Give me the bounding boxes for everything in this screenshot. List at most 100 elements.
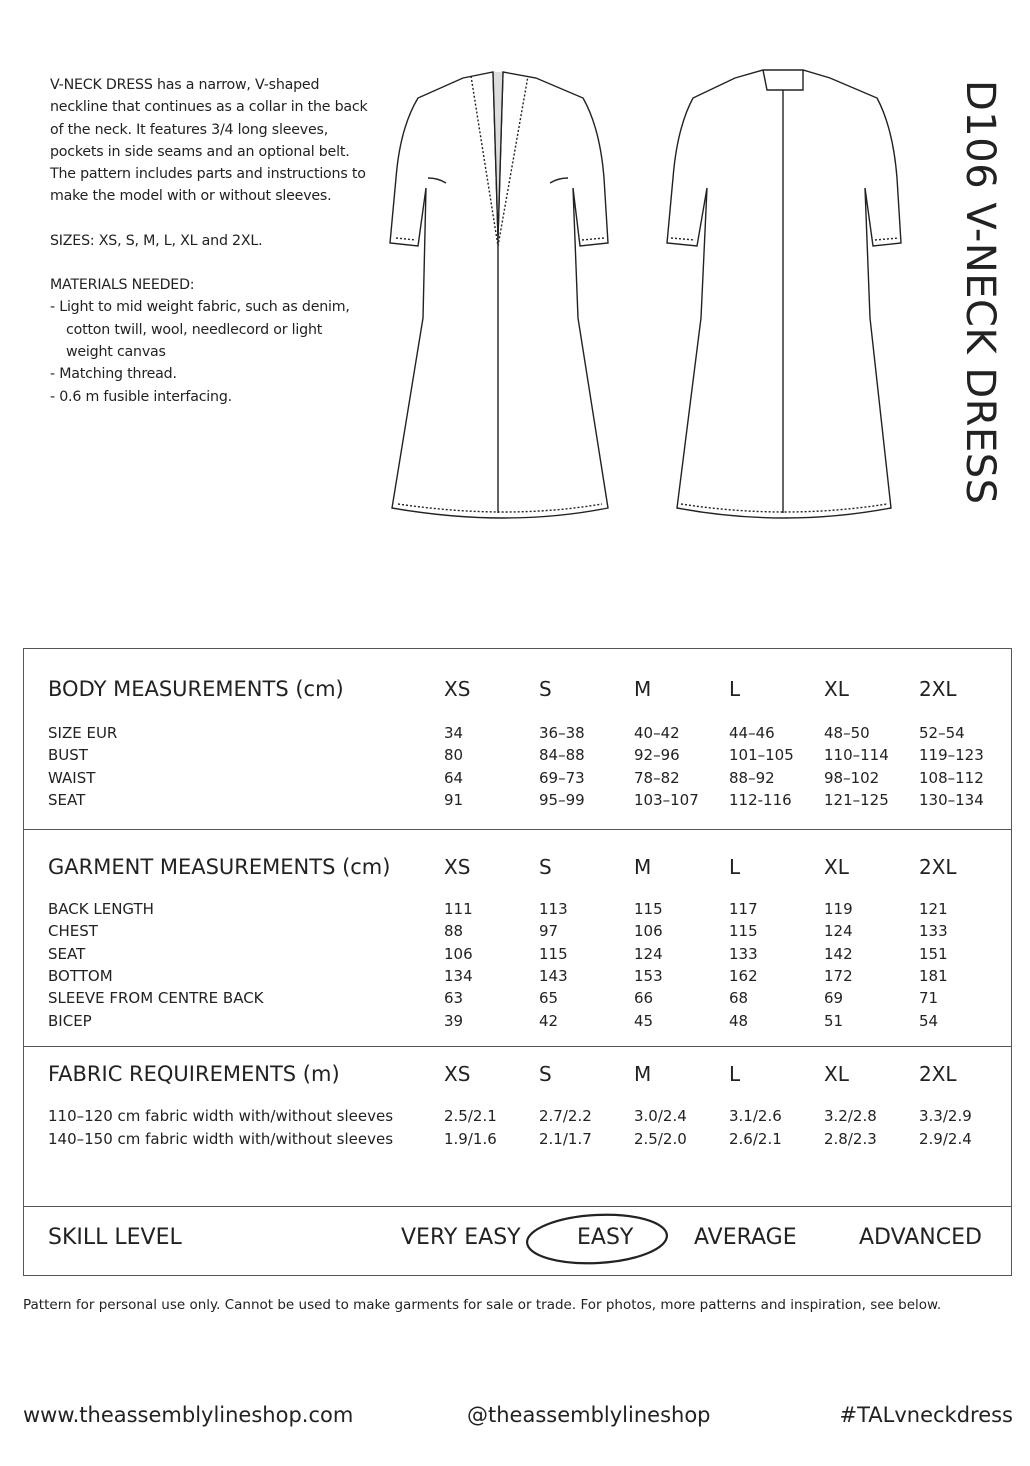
usage-note: Pattern for personal use only. Cannot be… xyxy=(23,1297,942,1313)
skill-advanced: ADVANCED xyxy=(859,1225,982,1250)
table-cell: 162 xyxy=(729,966,758,985)
table-cell: 153 xyxy=(634,966,663,985)
table-section: GARMENT MEASUREMENTS (cm) XS S M L XL 2XL BACK … xyxy=(24,829,1011,1047)
table-cell: 39 xyxy=(444,1011,464,1030)
table-cell: 68 xyxy=(729,989,749,1008)
material-item: 0.6 m fusible interfacing. xyxy=(50,386,370,408)
row-label: BUST xyxy=(48,746,88,765)
size-column-header: L xyxy=(729,677,741,701)
table-cell: 95–99 xyxy=(539,790,585,809)
table-cell: 54 xyxy=(919,1011,939,1030)
table-cell: 121 xyxy=(919,900,948,918)
skill-easy: EASY xyxy=(577,1225,634,1250)
table-cell: 130–134 xyxy=(919,790,984,809)
table-cell: 98–102 xyxy=(824,768,880,787)
table-cell: 117 xyxy=(729,900,758,918)
table-cell: 63 xyxy=(444,989,464,1008)
table-cell: 97 xyxy=(539,922,559,941)
skill-level-label: SKILL LEVEL xyxy=(48,1225,182,1250)
table-cell: 69 xyxy=(824,989,844,1008)
table-cell: 65 xyxy=(539,989,559,1008)
table-cell: 124 xyxy=(634,944,663,963)
table-cell: 1.9/1.6 xyxy=(444,1129,497,1148)
table-cell: 2.7/2.2 xyxy=(539,1107,592,1125)
table-cell: 3.0/2.4 xyxy=(634,1107,687,1125)
table-cell: 2.1/1.7 xyxy=(539,1129,592,1148)
skill-very-easy: VERY EASY xyxy=(401,1225,521,1250)
website-link[interactable]: www.theassemblylineshop.com xyxy=(23,1403,354,1427)
table-cell: 51 xyxy=(824,1011,844,1030)
material-item: Light to mid weight fabric, such as deni… xyxy=(50,296,370,363)
table-cell: 44–46 xyxy=(729,724,775,742)
table-cell: 2.5/2.1 xyxy=(444,1107,497,1125)
table-cell: 115 xyxy=(634,900,663,918)
section-heading: GARMENT MEASUREMENTS (cm) xyxy=(48,855,391,879)
table-cell: 91 xyxy=(444,790,464,809)
table-cell: 106 xyxy=(634,922,663,941)
table-cell: 121–125 xyxy=(824,790,889,809)
row-label: SLEEVE FROM CENTRE BACK xyxy=(48,989,264,1008)
table-section: FABRIC REQUIREMENTS (m) XS S M L XL 2XL 110–120… xyxy=(24,1046,1011,1207)
table-cell: 115 xyxy=(539,944,568,963)
size-column-header: 2XL xyxy=(919,1062,957,1086)
size-column-header: 2XL xyxy=(919,677,957,701)
size-column-header: XL xyxy=(824,677,849,701)
row-label: SEAT xyxy=(48,944,86,963)
selected-skill-circle xyxy=(525,1213,669,1265)
table-cell: 34 xyxy=(444,724,464,742)
row-label: SIZE EUR xyxy=(48,724,118,742)
table-cell: 124 xyxy=(824,922,853,941)
table-cell: 52–54 xyxy=(919,724,965,742)
table-cell: 3.2/2.8 xyxy=(824,1107,877,1125)
size-column-header: S xyxy=(539,677,552,701)
table-cell: 42 xyxy=(539,1011,559,1030)
table-cell: 2.8/2.3 xyxy=(824,1129,877,1148)
table-cell: 45 xyxy=(634,1011,654,1030)
table-cell: 36–38 xyxy=(539,724,585,742)
pattern-title: D106 V-NECK DRESS xyxy=(957,80,1003,505)
table-cell: 134 xyxy=(444,966,473,985)
size-column-header: M xyxy=(634,677,652,701)
material-item: Matching thread. xyxy=(50,363,370,385)
size-column-header: XL xyxy=(824,1062,849,1086)
table-cell: 2.5/2.0 xyxy=(634,1129,687,1148)
table-cell: 64 xyxy=(444,768,464,787)
table-cell: 112-116 xyxy=(729,790,792,809)
table-cell: 88 xyxy=(444,922,464,941)
table-cell: 3.3/2.9 xyxy=(919,1107,972,1125)
row-label: BICEP xyxy=(48,1011,92,1030)
back-dress-illustration xyxy=(666,69,902,519)
table-cell: 106 xyxy=(444,944,473,963)
table-cell: 119 xyxy=(824,900,853,918)
size-column-header: M xyxy=(634,855,652,879)
skill-average: AVERAGE xyxy=(694,1225,797,1250)
table-cell: 3.1/2.6 xyxy=(729,1107,782,1125)
table-cell: 181 xyxy=(919,966,948,985)
row-label: CHEST xyxy=(48,922,98,941)
table-cell: 84–88 xyxy=(539,746,585,765)
sizes-text: SIZES: XS, S, M, L, XL and 2XL. xyxy=(50,232,263,249)
table-cell: 2.9/2.4 xyxy=(919,1129,972,1148)
table-cell: 40–42 xyxy=(634,724,680,742)
table-cell: 92–96 xyxy=(634,746,680,765)
social-handle[interactable]: @theassemblylineshop xyxy=(467,1403,711,1427)
table-cell: 48 xyxy=(729,1011,749,1030)
size-column-header: L xyxy=(729,855,741,879)
size-column-header: XS xyxy=(444,855,471,879)
table-cell: 111 xyxy=(444,900,473,918)
size-column-header: S xyxy=(539,1062,552,1086)
table-cell: 71 xyxy=(919,989,939,1008)
table-section: BODY MEASUREMENTS (cm) XS S M L XL 2XL SIZE EUR… xyxy=(24,649,1011,830)
table-cell: 48–50 xyxy=(824,724,870,742)
row-label: SEAT xyxy=(48,790,86,809)
table-cell: 103–107 xyxy=(634,790,699,809)
table-cell: 133 xyxy=(919,922,948,941)
table-cell: 69–73 xyxy=(539,768,585,787)
table-cell: 172 xyxy=(824,966,853,985)
row-label: BOTTOM xyxy=(48,966,113,985)
size-column-header: M xyxy=(634,1062,652,1086)
hashtag: #TALvneckdress xyxy=(839,1403,1013,1427)
description: V-NECK DRESS has a narrow, V-shaped neck… xyxy=(50,74,370,408)
table-cell: 119–123 xyxy=(919,746,984,765)
table-cell: 133 xyxy=(729,944,758,963)
